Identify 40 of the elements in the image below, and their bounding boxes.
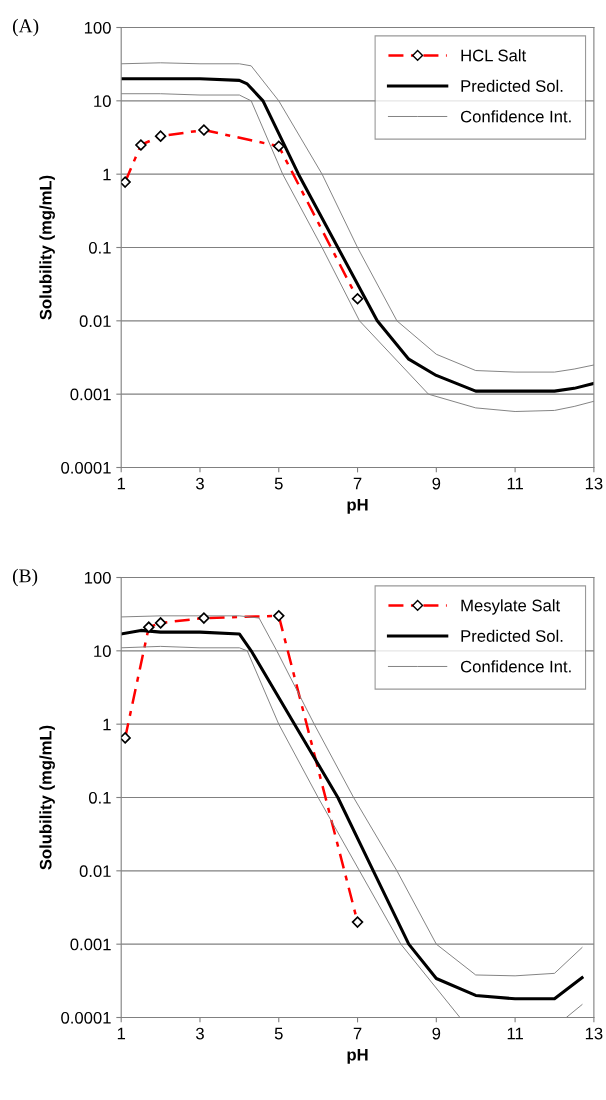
- y-tick-label: 100: [84, 571, 111, 584]
- x-tick-label: 13: [585, 1027, 603, 1040]
- x-axis-title: pH: [347, 1048, 368, 1064]
- legend-label: HCL Salt: [461, 49, 527, 62]
- legend-label: Predicted Sol.: [461, 629, 563, 642]
- x-tick-label: 9: [432, 1027, 441, 1040]
- chart-title: (A): [12, 18, 39, 37]
- y-tick-label: 0.1: [88, 791, 111, 804]
- x-tick-label: 7: [353, 1027, 362, 1040]
- x-tick-label: 9: [432, 477, 441, 490]
- chart-title: (B): [12, 568, 38, 587]
- legend-label: Confidence Int.: [460, 110, 571, 123]
- y-tick-label: 0.001: [70, 938, 111, 951]
- x-tick-label: 1: [117, 1027, 126, 1040]
- y-tick-label: 0.001: [70, 388, 111, 401]
- x-tick-label: 11: [507, 1027, 523, 1040]
- x-tick-label: 3: [195, 1027, 204, 1040]
- x-axis-title: pH: [347, 498, 368, 514]
- y-tick-label: 1: [103, 168, 111, 181]
- y-axis-title: Solubility (mg/mL): [39, 175, 55, 320]
- legend-label: Confidence Int.: [460, 660, 571, 673]
- x-tick-label: 5: [274, 477, 283, 490]
- y-tick-label: 10: [94, 95, 111, 108]
- x-tick-label: 3: [195, 477, 204, 490]
- y-tick-label: 0.01: [79, 315, 111, 328]
- x-tick-label: 11: [507, 477, 523, 490]
- y-tick-label: 0.01: [79, 865, 111, 878]
- y-tick-label: 0.0001: [61, 461, 111, 474]
- y-tick-label: 0.1: [88, 241, 111, 254]
- legend-label: Mesylate Salt: [461, 599, 561, 615]
- x-tick-label: 7: [353, 477, 362, 490]
- y-tick-label: 1: [103, 718, 111, 731]
- y-tick-label: 100: [84, 21, 111, 34]
- x-tick-label: 13: [585, 477, 603, 490]
- y-tick-label: 10: [94, 645, 111, 658]
- y-axis-title: Solubility (mg/mL): [39, 725, 55, 870]
- y-tick-label: 0.0001: [61, 1011, 111, 1024]
- legend-label: Predicted Sol.: [461, 79, 563, 92]
- x-tick-label: 5: [274, 1027, 283, 1040]
- x-tick-label: 1: [117, 477, 126, 490]
